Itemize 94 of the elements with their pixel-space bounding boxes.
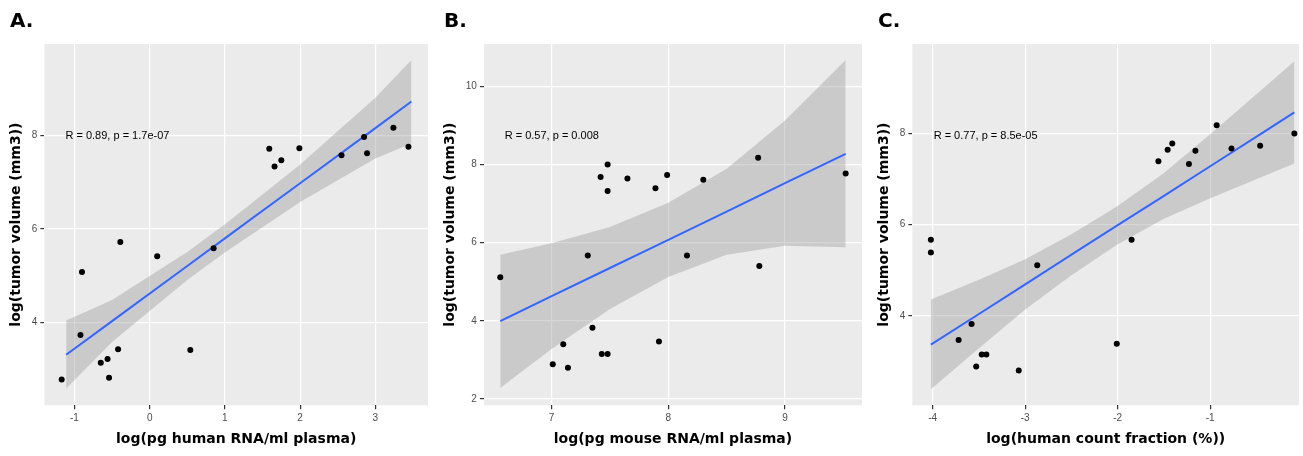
point [104,355,111,362]
y-tick-label: 4 [471,314,478,326]
point [700,176,707,183]
point [364,150,371,157]
point [296,145,303,152]
point [1164,146,1171,153]
y-tick-label: 4 [899,309,906,321]
chart-title: B. [444,8,467,32]
x-tick-label: 7 [548,411,555,423]
y-tick-label: 6 [31,222,38,234]
point [1291,130,1298,137]
chart-title: A. [10,8,34,32]
point [564,364,571,371]
point [266,145,273,152]
x-tick-label: 2 [297,411,304,423]
y-tick-label: 8 [899,127,906,139]
x-axis-title: log(pg human RNA/ml plasma) [116,430,357,447]
point [652,185,659,192]
point [655,338,662,345]
y-tick-label: 6 [471,236,478,248]
y-axis-title: log(tumor volume (mm3)) [441,122,458,327]
x-tick-label: 3 [372,411,379,423]
point [97,359,104,366]
point [968,321,975,328]
point [927,249,934,256]
point [106,374,113,381]
y-tick-label: 10 [465,79,478,91]
point [597,173,604,180]
point [1185,160,1192,167]
point [187,347,194,354]
point [58,376,65,383]
x-tick-label: -1 [1205,411,1216,423]
point [927,236,934,243]
point [1155,158,1162,165]
point [584,252,591,259]
point [973,363,980,370]
point [117,239,124,246]
y-axis-title: log(tumor volume (mm3)) [875,122,892,327]
point [604,161,611,168]
point [842,170,849,177]
point [271,163,278,170]
y-tick-label: 4 [31,316,38,328]
annotation: R = 0.89, p = 1.7e-07 [65,129,170,142]
point [955,336,962,343]
point [983,351,990,358]
x-tick-label: -2 [1113,411,1123,423]
point [560,341,567,348]
point [1257,142,1264,149]
point [604,187,611,194]
annotation: R = 0.57, p = 0.008 [504,129,599,142]
x-tick-label: 0 [146,411,153,423]
point [390,124,397,131]
point [664,171,671,178]
point [683,252,690,259]
x-axis-title: log(human count fraction (%)) [986,430,1226,447]
annotation: R = 0.77, p = 8.5e-05 [933,129,1038,142]
point [77,332,84,339]
x-tick-label: 1 [222,411,229,423]
point [598,350,605,357]
point [624,175,631,182]
point [338,152,345,159]
point [154,253,161,260]
point [1213,122,1220,129]
y-tick-label: 8 [31,129,38,141]
point [361,133,368,140]
point [1228,145,1235,152]
point [1015,367,1022,374]
x-tick-label: 8 [665,411,672,423]
point [278,157,285,164]
y-tick-label: 2 [471,392,478,404]
x-tick-label: -1 [70,411,80,423]
point [604,350,611,357]
point [1113,340,1120,347]
point [1034,262,1041,269]
point [549,361,556,368]
x-tick-label: -4 [928,411,938,423]
x-tick-label: 9 [782,411,789,423]
point [589,324,596,331]
point [1192,147,1199,154]
x-axis-title: log(pg mouse RNA/ml plasma) [553,430,793,447]
x-tick-label: -3 [1020,411,1031,423]
point [1128,236,1135,243]
point [78,269,85,276]
point [405,143,412,150]
y-axis-title: log(tumor volume (mm3)) [7,122,24,327]
point [756,263,763,270]
y-tick-label: 8 [471,158,478,170]
chart-title: C. [878,8,901,32]
point [1169,140,1176,147]
y-tick-label: 6 [899,218,906,230]
point [497,274,504,281]
point [210,245,217,252]
point [755,154,762,161]
point [115,346,122,353]
